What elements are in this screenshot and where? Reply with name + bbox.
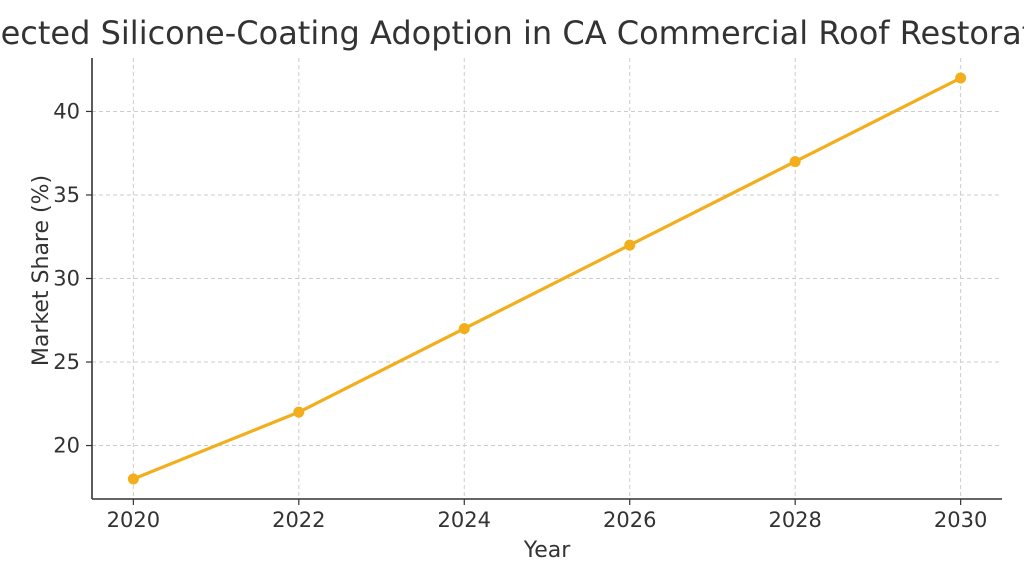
y-tick-label: 25 bbox=[53, 350, 80, 374]
data-point bbox=[624, 239, 636, 251]
x-tick-label: 2024 bbox=[438, 508, 491, 532]
y-tick-label: 40 bbox=[53, 99, 80, 123]
ticks-layer: 2020 2022 2024 2026 2028 2030 20 25 30 35 40 bbox=[53, 99, 987, 532]
y-tick-label: 30 bbox=[53, 267, 80, 291]
y-tick-label: 20 bbox=[53, 434, 80, 458]
data-point bbox=[955, 72, 967, 84]
x-tick-label: 2028 bbox=[768, 508, 821, 532]
series-line bbox=[131, 76, 963, 481]
data-point bbox=[458, 323, 470, 335]
x-tick-label: 2022 bbox=[272, 508, 325, 532]
y-tick-label: 35 bbox=[53, 183, 80, 207]
grid-layer bbox=[92, 58, 1002, 499]
y-axis-label: Market Share (%) bbox=[29, 175, 54, 366]
x-axis-label: Year bbox=[523, 538, 572, 563]
data-point bbox=[789, 156, 801, 168]
x-tick-label: 2026 bbox=[603, 508, 656, 532]
chart-title: Projected Silicone-Coating Adoption in C… bbox=[0, 14, 1024, 52]
data-point bbox=[127, 473, 139, 485]
series-layer bbox=[127, 72, 967, 485]
data-point bbox=[293, 406, 305, 418]
x-tick-label: 2020 bbox=[107, 508, 160, 532]
x-tick-label: 2030 bbox=[934, 508, 987, 532]
